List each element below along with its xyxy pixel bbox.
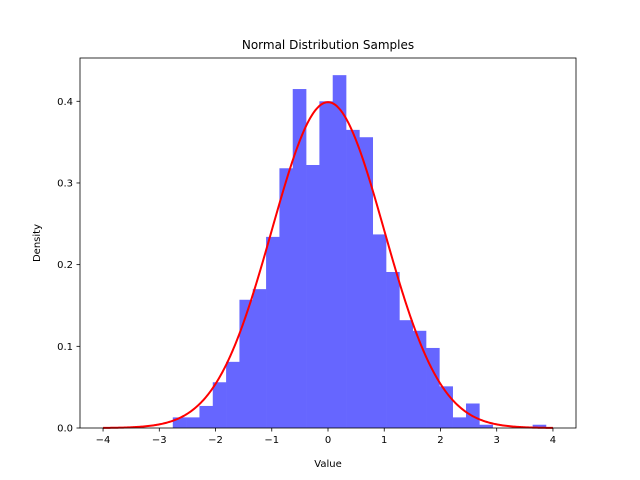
histogram-bar xyxy=(292,89,307,428)
histogram-bar xyxy=(399,320,413,428)
histogram-bar xyxy=(199,405,214,428)
histogram-bar xyxy=(226,361,240,428)
x-tick-label: 0 xyxy=(325,435,331,446)
histogram-bar xyxy=(266,236,280,428)
histogram-bar xyxy=(186,417,200,428)
chart-title: Normal Distribution Samples xyxy=(242,38,414,52)
x-tick-label: −3 xyxy=(152,435,167,446)
histogram-bar xyxy=(252,289,267,428)
y-axis-ticks: 0.0 0.1 0.2 0.3 0.4 xyxy=(57,97,80,435)
histogram-bar xyxy=(319,101,334,428)
y-axis-label: Density xyxy=(32,224,43,262)
x-tick-label: −2 xyxy=(208,435,223,446)
x-axis-label: Value xyxy=(314,459,341,470)
histogram-bar xyxy=(386,271,400,428)
x-tick-label: −4 xyxy=(96,435,111,446)
histogram-bar xyxy=(426,347,440,428)
histogram-bar xyxy=(172,417,187,428)
y-tick-label: 0.3 xyxy=(57,178,73,189)
histogram-bar xyxy=(346,129,360,428)
histogram-bar xyxy=(412,330,427,428)
histogram-bar xyxy=(212,382,227,428)
histogram-bar xyxy=(239,299,254,428)
y-tick-label: 0.1 xyxy=(57,342,73,353)
x-tick-label: 4 xyxy=(550,435,556,446)
normal-pdf-curve xyxy=(103,101,553,429)
y-tick-label: 0.2 xyxy=(57,260,73,271)
histogram-bar xyxy=(359,137,374,429)
histogram-bar xyxy=(279,168,294,429)
x-tick-label: 2 xyxy=(437,435,443,446)
histogram-bar xyxy=(372,234,387,428)
histogram-bar xyxy=(532,424,547,428)
y-tick-label: 0.0 xyxy=(57,424,73,435)
histogram-bar xyxy=(332,75,347,429)
y-tick-label: 0.4 xyxy=(57,97,73,108)
histogram-bar xyxy=(452,417,467,428)
x-axis-ticks: −4 −3 −2 −1 0 1 2 3 4 xyxy=(96,428,556,446)
x-tick-label: −1 xyxy=(264,435,279,446)
x-tick-label: 3 xyxy=(494,435,500,446)
x-tick-label: 1 xyxy=(381,435,387,446)
histogram-bars xyxy=(172,75,547,429)
histogram-bar xyxy=(479,424,493,428)
histogram-bar xyxy=(306,164,320,428)
